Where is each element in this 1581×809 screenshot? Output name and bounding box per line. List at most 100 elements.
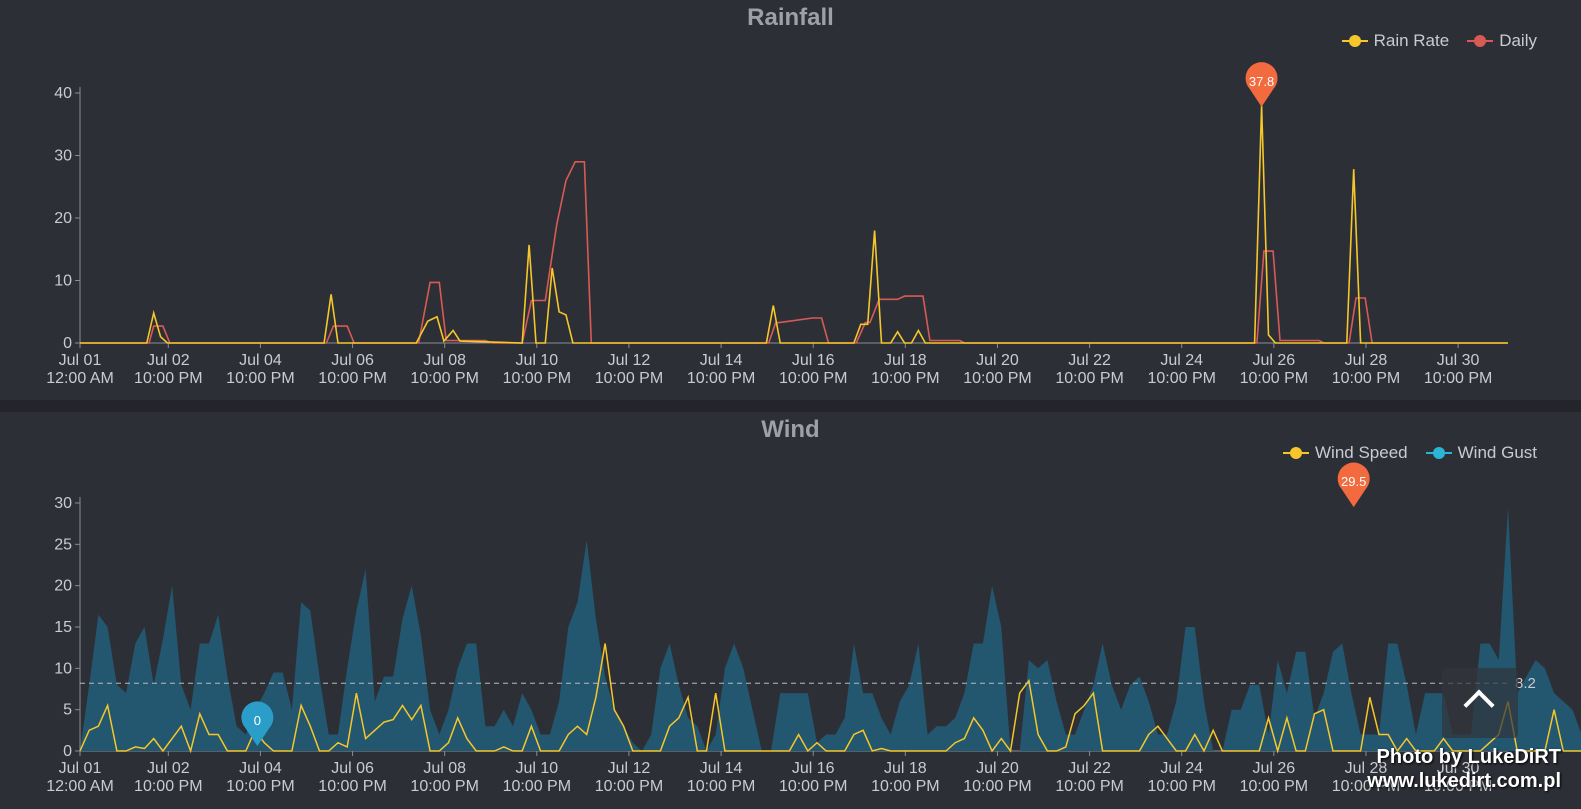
- chevron-up-icon: [1463, 689, 1495, 721]
- wind-x-tick-time: 10:00 PM: [595, 778, 663, 795]
- rain-x-tick-date: Jul 12: [608, 352, 651, 369]
- watermark-line-2: www.lukedirt.com.pl: [1367, 770, 1561, 792]
- rain-x-tick-time: 10:00 PM: [1332, 370, 1400, 387]
- wind-x-tick-date: Jul 20: [976, 760, 1019, 777]
- rain-x-tick-time: 10:00 PM: [503, 370, 571, 387]
- rain-x-tick-time: 10:00 PM: [687, 370, 755, 387]
- wind-y-tick-label: 30: [54, 495, 72, 512]
- wind-x-tick-date: Jul 01: [59, 760, 102, 777]
- wind-x-tick-time: 10:00 PM: [503, 778, 571, 795]
- rain-x-tick-date: Jul 01: [59, 352, 102, 369]
- wind-x-tick-time: 10:00 PM: [1147, 778, 1215, 795]
- rain-x-tick-date: Jul 08: [423, 352, 466, 369]
- rainfall-chart-title: Rainfall: [747, 4, 834, 31]
- rain-x-tick-time: 10:00 PM: [1424, 370, 1492, 387]
- rain-x-tick-date: Jul 20: [976, 352, 1019, 369]
- wind-marker-label: 0: [254, 713, 261, 728]
- rain-x-tick-date: Jul 10: [515, 352, 558, 369]
- watermark-line-1: Photo by LukeDiRT: [1376, 746, 1561, 768]
- rain-x-tick-date: Jul 16: [792, 352, 835, 369]
- wind-y-tick-label: 0: [63, 743, 72, 760]
- wind-x-tick-time: 10:00 PM: [779, 778, 847, 795]
- rain-x-tick-date: Jul 18: [884, 352, 927, 369]
- wind-x-tick-time: 10:00 PM: [318, 778, 386, 795]
- wind-y-tick-label: 20: [54, 578, 72, 595]
- wind-x-tick-date: Jul 24: [1160, 760, 1203, 777]
- legend-item-daily[interactable]: Daily: [1467, 31, 1537, 51]
- rain-x-tick-date: Jul 24: [1160, 352, 1203, 369]
- wind-x-tick-time: 10:00 PM: [1332, 778, 1400, 795]
- wind-x-tick-time: 10:00 PM: [1240, 778, 1308, 795]
- rain-x-tick-time: 10:00 PM: [1240, 370, 1308, 387]
- rain-x-tick-time: 10:00 PM: [134, 370, 202, 387]
- wind-average-reference-label: 8.2: [1515, 675, 1536, 692]
- rain-x-tick-time: 10:00 PM: [318, 370, 386, 387]
- legend-label-wind-speed: Wind Speed: [1315, 443, 1408, 462]
- wind-x-tick-date: Jul 10: [515, 760, 558, 777]
- rain-x-tick-time: 10:00 PM: [410, 370, 478, 387]
- wind-speed-swatch-icon: [1283, 447, 1310, 459]
- wind-x-tick-date: Jul 26: [1252, 760, 1295, 777]
- rain-x-tick-date: Jul 22: [1068, 352, 1111, 369]
- legend-label-wind-gust: Wind Gust: [1457, 443, 1537, 462]
- wind-gust-swatch-icon: [1425, 447, 1452, 459]
- wind-x-tick-date: Jul 18: [884, 760, 927, 777]
- rain-y-tick-label: 10: [54, 273, 72, 290]
- rain-x-tick-date: Jul 14: [700, 352, 743, 369]
- wind-x-tick-time: 10:00 PM: [226, 778, 294, 795]
- wind-marker-pin: [241, 701, 274, 746]
- wind-y-tick-label: 10: [54, 660, 72, 677]
- wind-x-tick-time: 10:00 PM: [871, 778, 939, 795]
- daily-swatch-icon: [1467, 35, 1494, 47]
- wind-x-tick-date: Jul 30: [1437, 760, 1480, 777]
- rain-x-tick-time: 10:00 PM: [963, 370, 1031, 387]
- rain-x-tick-date: Jul 06: [331, 352, 374, 369]
- rain-x-tick-date: Jul 28: [1345, 352, 1388, 369]
- legend-label-rain-rate: Rain Rate: [1373, 31, 1450, 50]
- rain-x-tick-time: 12:00 AM: [46, 370, 114, 387]
- wind-y-tick-label: 25: [54, 536, 72, 553]
- legend-item-wind-speed[interactable]: Wind Speed: [1283, 443, 1408, 463]
- wind-x-tick-date: Jul 22: [1068, 760, 1111, 777]
- rain-y-tick-label: 0: [63, 335, 72, 352]
- rain-x-tick-date: Jul 30: [1437, 352, 1480, 369]
- rain-x-tick-time: 10:00 PM: [1055, 370, 1123, 387]
- series-line-rain-rate: [80, 105, 1508, 344]
- series-area-wind-gust: [80, 507, 1581, 751]
- wind-marker-label: 29.5: [1341, 474, 1366, 489]
- wind-x-tick-date: Jul 16: [792, 760, 835, 777]
- wind-y-tick-label: 15: [54, 619, 72, 636]
- rainfall-panel: Rainfall Rain Rate Daily: [0, 0, 1581, 400]
- rainfall-legend: Rain Rate Daily: [1341, 31, 1537, 51]
- rain-x-tick-time: 10:00 PM: [779, 370, 847, 387]
- wind-x-tick-time: 10:00 PM: [1424, 778, 1492, 795]
- legend-item-wind-gust[interactable]: Wind Gust: [1425, 443, 1537, 463]
- rain-marker-pin: [1245, 62, 1278, 107]
- wind-x-tick-date: Jul 28: [1345, 760, 1388, 777]
- wind-x-tick-time: 10:00 PM: [687, 778, 755, 795]
- rain-x-tick-time: 10:00 PM: [871, 370, 939, 387]
- watermark: Photo by LukeDiRT www.lukedirt.com.pl: [1367, 745, 1561, 793]
- rain-x-tick-time: 10:00 PM: [1147, 370, 1215, 387]
- wind-x-tick-date: Jul 02: [147, 760, 190, 777]
- wind-x-tick-time: 12:00 AM: [46, 778, 114, 795]
- wind-x-tick-time: 10:00 PM: [410, 778, 478, 795]
- legend-item-rain-rate[interactable]: Rain Rate: [1341, 31, 1450, 51]
- wind-x-tick-time: 10:00 PM: [963, 778, 1031, 795]
- series-line-daily: [80, 161, 1508, 344]
- rain-x-tick-date: Jul 02: [147, 352, 190, 369]
- rain-y-tick-label: 40: [54, 85, 72, 102]
- wind-x-tick-date: Jul 04: [239, 760, 282, 777]
- wind-x-tick-date: Jul 06: [331, 760, 374, 777]
- rain-x-tick-time: 10:00 PM: [226, 370, 294, 387]
- wind-x-tick-time: 10:00 PM: [1055, 778, 1123, 795]
- rain-rate-swatch-icon: [1341, 35, 1368, 47]
- rain-y-tick-label: 20: [54, 210, 72, 227]
- wind-x-tick-time: 10:00 PM: [134, 778, 202, 795]
- wind-y-tick-label: 5: [63, 702, 72, 719]
- wind-marker-pin: [1337, 462, 1370, 508]
- scroll-to-top-button[interactable]: [1442, 668, 1518, 738]
- rain-x-tick-date: Jul 04: [239, 352, 282, 369]
